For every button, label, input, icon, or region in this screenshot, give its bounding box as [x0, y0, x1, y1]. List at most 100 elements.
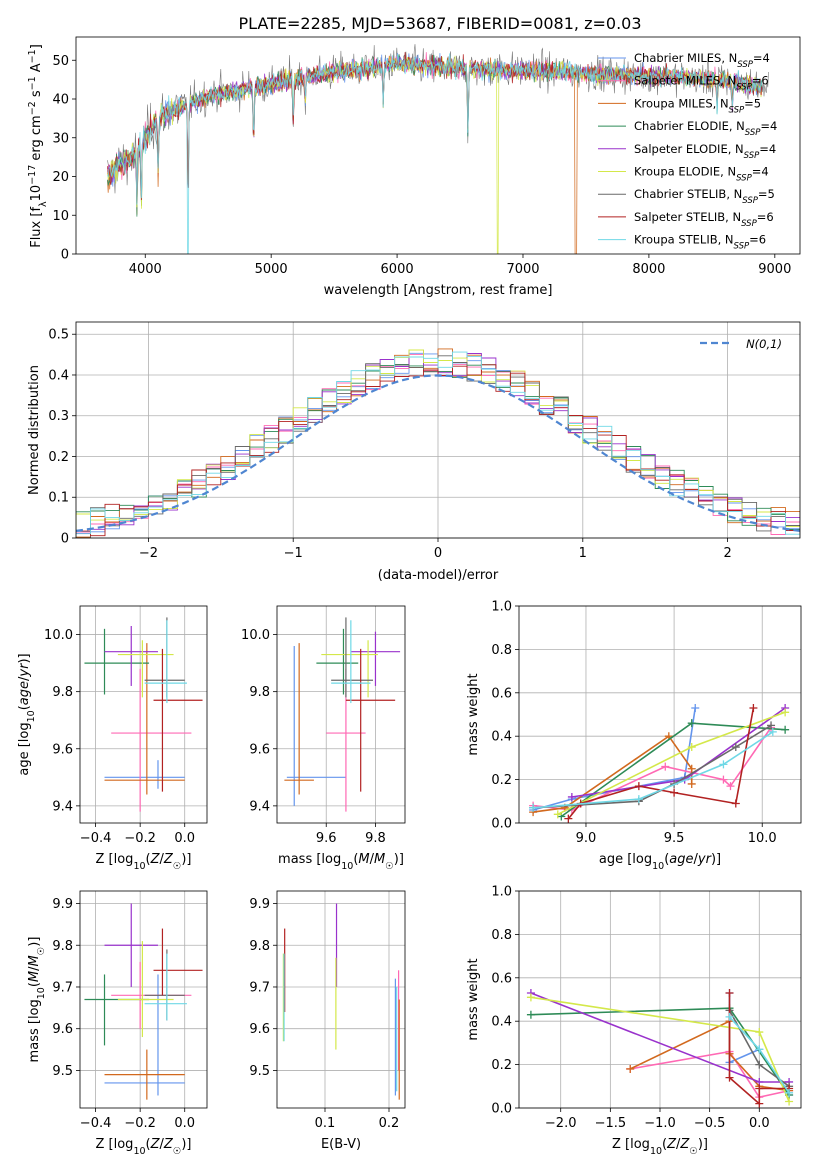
mass_vs_Z-xlabel: Z [log10(Z/Z☉)]: [96, 1137, 192, 1157]
spectrum-ytick-label: 30: [52, 131, 69, 146]
spectrum-ylabel-part: −1: [27, 76, 38, 90]
mass_vs_Z-xtick-label: 0.0: [174, 1116, 195, 1131]
residuals-frame: [75, 321, 801, 539]
age_vs_mass-frame: [276, 605, 406, 824]
weight_vs_Z-xtick-label: −1.0: [644, 1116, 676, 1131]
age_vs_Z-ytick-label: 9.8: [52, 685, 73, 700]
weight_vs_age-marker: [719, 760, 728, 769]
weight_vs_Z-xlabel-part: Z [log: [612, 1137, 650, 1152]
spectrum-ylabel-part: λ: [38, 201, 49, 207]
weight_vs_Z-ytick-label: 0.6: [491, 971, 512, 986]
legend-n: =4: [760, 119, 777, 133]
mass_vs_Z-ytick-label: 9.7: [52, 980, 73, 995]
mass_vs_ebv-plot-area: [282, 903, 400, 1100]
mass_vs_ebv-frame: [276, 890, 406, 1109]
mass_vs_Z-ylabel-part: /: [27, 966, 42, 971]
spectrum-ylabel-part: s: [29, 90, 44, 101]
weight_vs_age-ylabel-part: mass weight: [466, 673, 481, 755]
weight_vs_Z-xtick-label: −1.5: [595, 1116, 627, 1131]
weight_vs_age-marker: [749, 703, 758, 712]
legend-n: =6: [752, 74, 769, 88]
spectrum-ytick-label: 20: [52, 170, 69, 185]
legend-n: =4: [759, 142, 776, 156]
mass_vs_ebv-xlabel: E(B-V): [321, 1137, 361, 1152]
age_vs_mass-xlabel-part: ☉: [385, 861, 394, 872]
legend-n: =5: [744, 96, 761, 110]
mass_vs_Z-ytick-label: 9.9: [52, 897, 73, 912]
mass_vs_Z-frame: [79, 890, 208, 1109]
weight_vs_Z-ylabel-part: mass weight: [466, 958, 481, 1040]
weight_vs_age-marker: [670, 788, 679, 797]
mass_vs_Z-xlabel-part: Z: [150, 1137, 161, 1152]
age_vs_Z-ylabel-part: /: [17, 676, 32, 681]
weight_vs_age-line-kroupa-stelib: [533, 731, 774, 809]
legend-n: =6: [757, 210, 774, 224]
age_vs_mass-xtick-label: 9.8: [365, 831, 386, 846]
weight_vs_age-marker: [661, 762, 670, 771]
weight_vs_Z-marker: [755, 1084, 764, 1093]
weight_vs_age-marker: [691, 703, 700, 712]
mass_vs_Z-xlabel-part: /: [160, 1137, 165, 1152]
spectrum-xtick-label: 7000: [506, 262, 539, 277]
age_vs_Z-xlabel-part: Z [log: [96, 852, 134, 867]
mass_vs_Z-ylabel: mass [log10(M/M☉)]: [27, 937, 47, 1063]
weight_vs_age-marker: [529, 803, 538, 812]
legend-sub: SSP: [734, 242, 750, 252]
age_vs_mass-plot-area: [284, 617, 401, 812]
weight_vs_Z-xtick-label: −0.5: [694, 1116, 726, 1131]
age_vs_Z-ylabel-part: yr: [17, 662, 32, 678]
mass_vs_ebv-ytick-label: 9.5: [249, 1064, 270, 1079]
weight_vs_Z-marker: [626, 1064, 635, 1073]
age_vs_mass-ytick-label: 9.8: [249, 685, 270, 700]
weight_vs_Z-ytick-label: 0.8: [491, 928, 512, 943]
weight_vs_Z-marker: [755, 1060, 764, 1069]
weight_vs_Z-marker: [755, 1028, 764, 1037]
weight_vs_Z-marker: [755, 1045, 764, 1054]
residuals-ylabel-part: Normed distribution: [27, 365, 42, 495]
age_vs_mass-xlabel-part: (: [353, 852, 358, 867]
mass_vs_Z-xlabel-part: 10: [133, 1146, 145, 1157]
weight_vs_Z-marker: [526, 993, 535, 1002]
weight_vs_Z-marker: [785, 1097, 794, 1106]
spectrum-xtick-label: 8000: [632, 262, 665, 277]
residuals-panel: −2 −1 0 1 2 0 0.1 0.2 0.3 0.4 0.5 N(0,1) (data-model…: [27, 321, 801, 583]
weight_vs_age-xtick-label: 10.0: [748, 831, 777, 846]
age_vs_mass-ytick-label: 9.6: [249, 742, 270, 757]
weight_vs_age-marker: [687, 743, 696, 752]
mass_vs_Z-ylabel-part: (: [27, 982, 42, 987]
legend-imf: Salpeter ELODIE, N: [634, 142, 744, 156]
mass_vs_Z-ylabel-part: M: [27, 971, 42, 982]
mass_vs_Z-ytick-label: 9.8: [52, 939, 73, 954]
mass_vs_Z-plot-area: [84, 903, 203, 1100]
weight_vs_Z-marker: [725, 988, 734, 997]
spectrum-ytick-label: 0: [61, 248, 69, 263]
age_vs_Z-ylabel-part: age [log: [17, 722, 32, 775]
weight_vs_age-marker: [564, 814, 573, 823]
weight_vs_Z-ytick-label: 0.4: [491, 1015, 512, 1030]
age_vs_Z-xlabel-part: ☉: [173, 861, 182, 872]
weight_vs_Z-xlabel-part: Z: [679, 1137, 690, 1152]
weight_vs_age-panel: 9.0 9.5 10.0 0.0 0.2 0.4 0.6 0.8 1.0 age [log10(a…: [466, 600, 802, 872]
legend-label: Salpeter STELIB, NSSP=6: [634, 210, 774, 229]
age_vs_mass-ytick-label: 10.0: [241, 628, 270, 643]
residuals-xtick-label: 0: [434, 546, 442, 561]
weight_vs_Z-xlabel-part: )]: [698, 1137, 708, 1152]
weight_vs_age-marker: [731, 799, 740, 808]
legend-n: =6: [749, 233, 766, 247]
spectrum-xtick-label: 6000: [381, 262, 414, 277]
spectrum-ylabel-part: A: [29, 63, 44, 76]
mass_vs_Z-xlabel-part: (: [146, 1137, 151, 1152]
weight_vs_Z-marker: [725, 1012, 734, 1021]
residuals-ytick-label: 0.1: [48, 491, 69, 506]
weight_vs_age-xtick-label: 9.5: [664, 831, 685, 846]
weight_vs_age-marker: [768, 727, 777, 736]
spectrum-ylabel-part: 10: [29, 185, 44, 202]
weight_vs_Z-marker: [785, 1088, 794, 1097]
weight_vs_age-marker: [719, 775, 728, 784]
spectrum-ytick-label: 50: [52, 54, 69, 69]
age_vs_mass-xlabel-part: /: [370, 852, 375, 867]
spectrum-ylabel-part: Flux [f: [29, 207, 44, 248]
legend-imf: Kroupa MILES, N: [634, 96, 729, 110]
weight_vs_age-line-chabrier-miles: [532, 707, 696, 811]
spectrum-panel: 4000 5000 6000 7000 8000 9000 0 10 20 30 40 50 wavel…: [27, 36, 801, 298]
